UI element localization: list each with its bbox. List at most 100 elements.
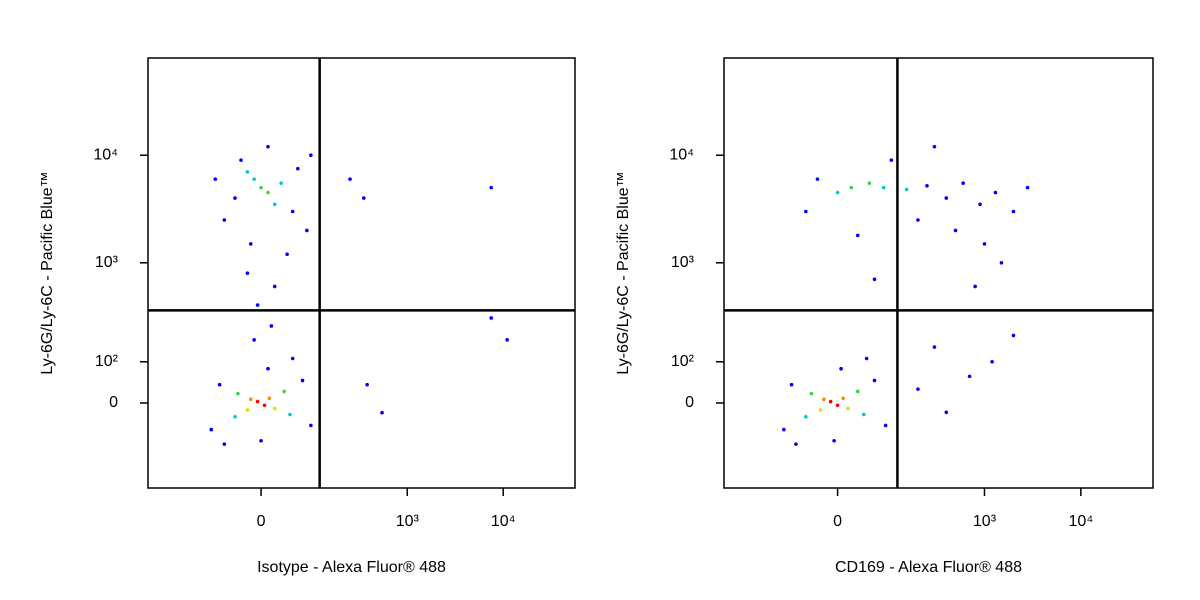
event-dot (789, 382, 794, 387)
event-dot (872, 277, 877, 282)
event-dot (255, 303, 260, 307)
event-dot (252, 338, 256, 342)
event-dot (835, 403, 840, 408)
event-dot (348, 177, 352, 181)
event-dot (217, 382, 222, 387)
event-dot (855, 389, 860, 394)
event-dot (259, 438, 263, 443)
event-dot (782, 427, 786, 432)
event-dot (505, 338, 509, 342)
event-dot (255, 399, 260, 404)
event-dot (290, 356, 295, 361)
event-dot (818, 408, 823, 412)
event-dot (839, 366, 843, 371)
event-dot (213, 177, 218, 181)
event-dot (239, 158, 243, 162)
event-dot (222, 218, 227, 222)
event-dot (867, 181, 872, 185)
event-dot (835, 190, 840, 195)
event-dot (269, 324, 274, 328)
event-dot (916, 218, 920, 222)
x-tick-label: 0 (833, 513, 842, 530)
y-tick-label: 0 (109, 394, 118, 411)
event-dot (904, 187, 909, 192)
event-dot (279, 181, 283, 185)
x-tick-label: 10⁴ (1069, 513, 1094, 530)
event-dot (222, 442, 227, 446)
event-dot (262, 403, 267, 408)
event-dot (822, 397, 826, 402)
event-dot (804, 414, 808, 419)
event-dot (828, 399, 833, 404)
y-tick-label: 10² (95, 353, 119, 370)
x-tick-label: 10³ (396, 513, 420, 530)
event-dot (872, 378, 877, 383)
event-dot (267, 396, 272, 401)
event-dot (944, 410, 949, 415)
event-dot (305, 228, 309, 233)
y-tick-label: 10² (671, 353, 695, 370)
y-axis-label: Ly-6G/Ly-6C - Pacific Blue™ (615, 171, 632, 374)
y-axis-label: Ly-6G/Ly-6C - Pacific Blue™ (39, 171, 56, 374)
event-dot (259, 185, 263, 190)
event-dot (925, 184, 929, 188)
x-tick-label: 0 (257, 513, 266, 530)
event-dot (361, 196, 366, 200)
event-dot (1025, 185, 1030, 190)
event-dot (288, 412, 292, 417)
event-dot (846, 406, 850, 411)
event-dot (245, 408, 250, 412)
event-dot (993, 190, 998, 195)
event-dot (855, 233, 860, 238)
event-dot (1011, 333, 1016, 338)
event-dot (932, 144, 937, 149)
event-dot (266, 366, 270, 371)
plot-frame (723, 57, 1154, 489)
event-dot (794, 442, 798, 446)
event-dot (266, 190, 270, 195)
x-tick-label: 10³ (973, 513, 997, 530)
event-dot (272, 406, 277, 411)
event-dot (961, 181, 965, 185)
event-dot (804, 209, 808, 214)
event-dot (290, 209, 295, 214)
plot-frame (147, 57, 576, 489)
event-dot (365, 382, 369, 387)
event-dot (1011, 209, 1016, 214)
event-dot (864, 356, 869, 361)
x-axis-label: Isotype - Alexa Fluor® 488 (257, 559, 446, 576)
event-dot (889, 158, 894, 162)
event-dot (236, 391, 240, 396)
event-dot (982, 242, 987, 246)
event-dot (861, 412, 866, 417)
event-dot (245, 271, 250, 275)
y-tick-label: 10⁴ (93, 146, 118, 163)
event-dot (209, 427, 214, 432)
event-dot (973, 284, 977, 289)
x-tick-label: 10⁴ (491, 513, 516, 530)
event-dot (809, 391, 814, 396)
event-dot (883, 423, 888, 428)
event-dot (881, 185, 886, 190)
event-dot (967, 374, 972, 379)
event-dot (245, 170, 250, 174)
event-dot (489, 185, 494, 190)
event-dot (932, 345, 937, 349)
event-dot (916, 387, 920, 391)
event-dot (300, 378, 305, 383)
event-dot (285, 252, 289, 257)
event-dot (233, 196, 237, 200)
x-axis-label: CD169 - Alexa Fluor® 488 (835, 559, 1022, 576)
event-dot (815, 177, 820, 181)
event-dot (309, 423, 313, 428)
event-dot (248, 397, 253, 402)
event-dot (309, 153, 313, 158)
event-dot (832, 438, 836, 443)
event-dot (248, 242, 253, 246)
event-dot (380, 410, 384, 415)
event-dot (272, 284, 277, 289)
y-tick-label: 0 (685, 394, 694, 411)
event-dot (252, 177, 256, 181)
event-dot (990, 359, 994, 364)
